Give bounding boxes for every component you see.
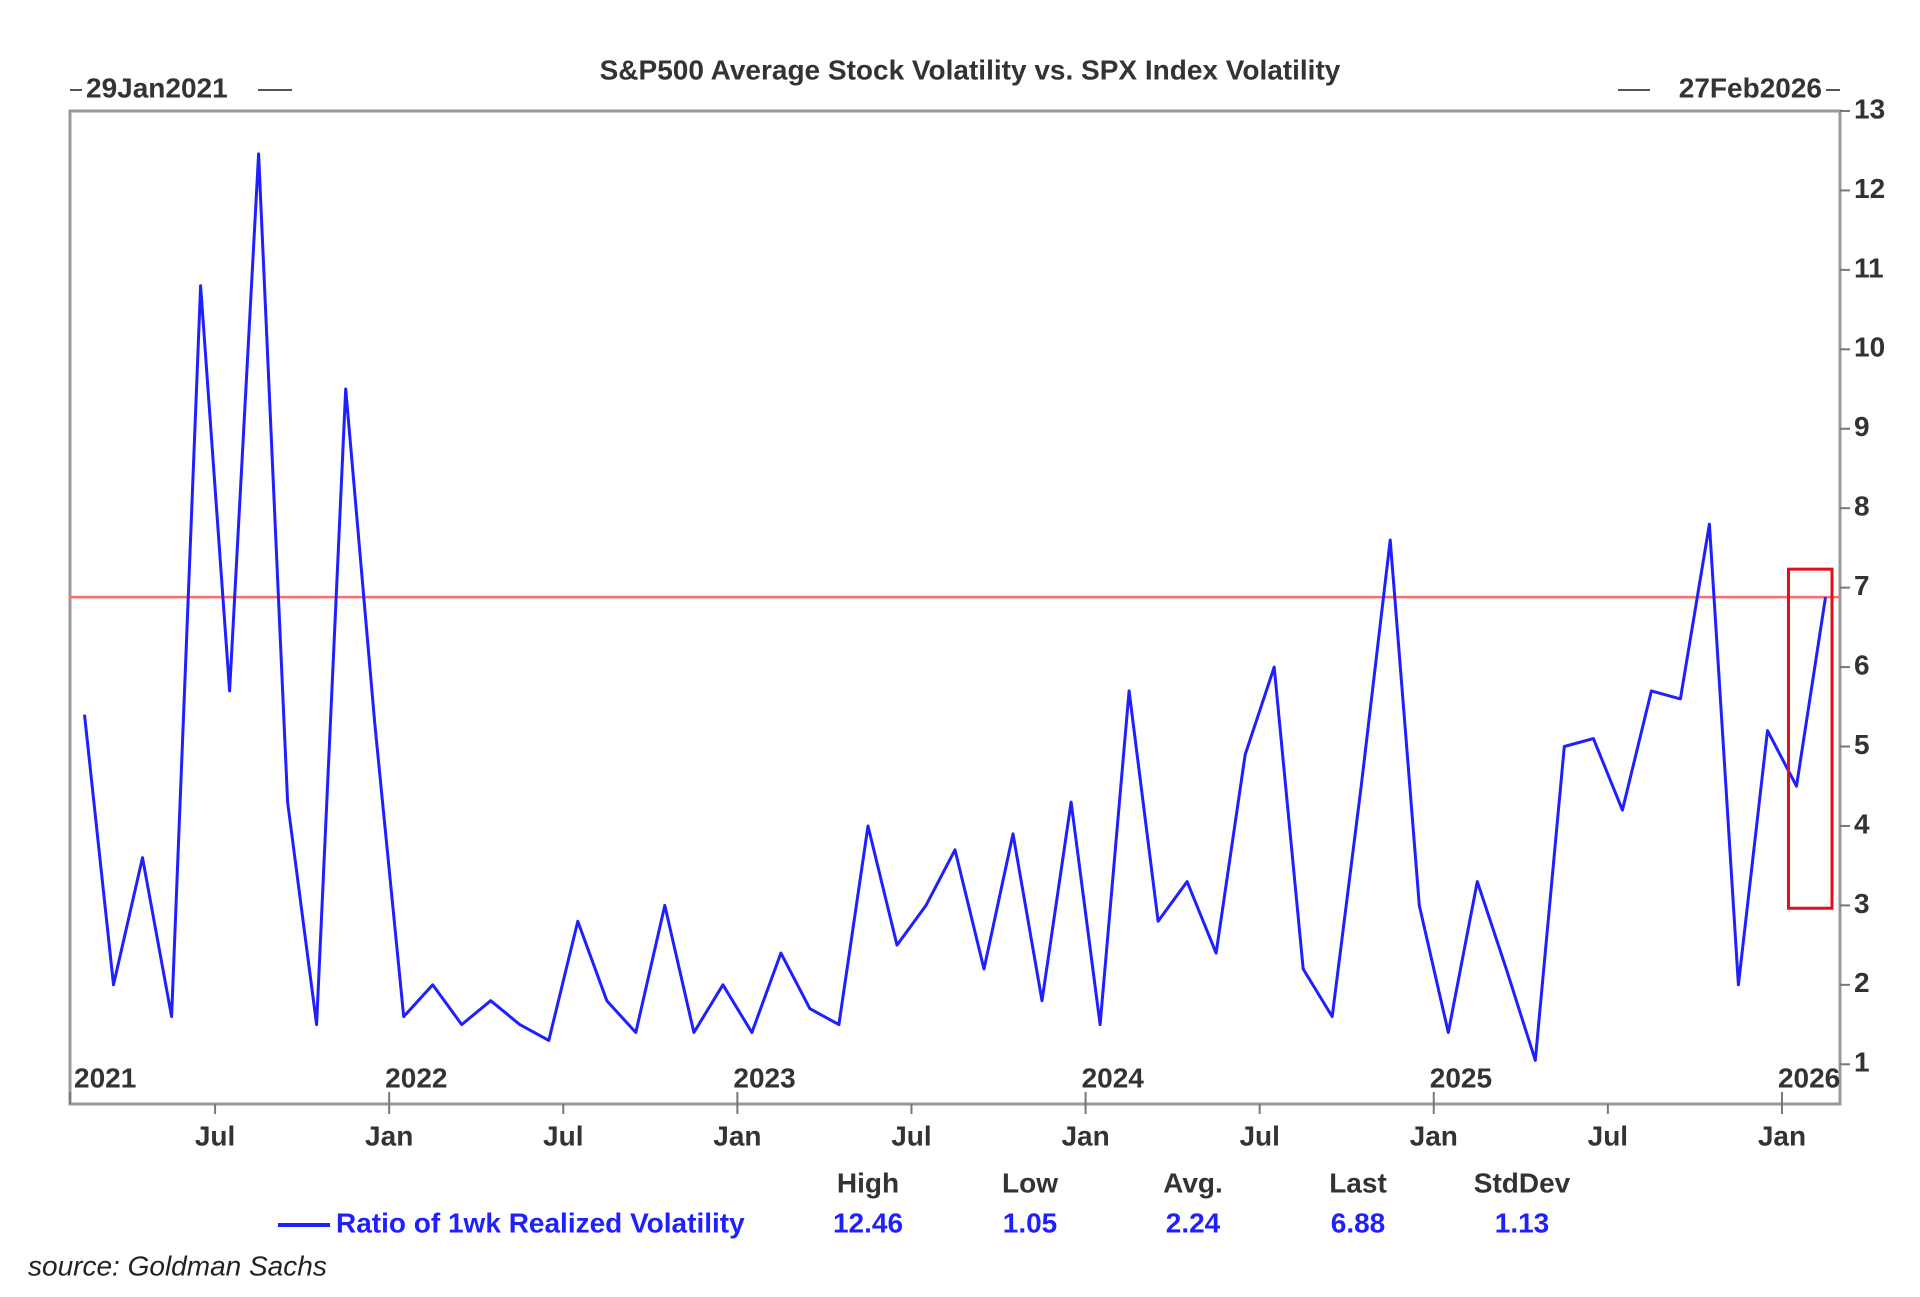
y-tick-label: 2 bbox=[1854, 967, 1870, 998]
stat-header: StdDev bbox=[1474, 1167, 1571, 1198]
y-tick-label: 11 bbox=[1854, 252, 1884, 283]
x-tick-label: Jul bbox=[891, 1120, 931, 1151]
x-tick-label: Jul bbox=[1588, 1120, 1628, 1151]
end-date: 27Feb2026 bbox=[1679, 72, 1822, 103]
y-tick-label: 10 bbox=[1854, 332, 1885, 363]
stat-value: 6.88 bbox=[1331, 1207, 1386, 1238]
year-label: 2025 bbox=[1430, 1062, 1492, 1093]
x-tick-label: Jan bbox=[365, 1120, 413, 1151]
y-tick-label: 5 bbox=[1854, 729, 1870, 760]
y-tick-label: 3 bbox=[1854, 888, 1870, 919]
source-note: source: Goldman Sachs bbox=[28, 1250, 327, 1281]
legend-label: Ratio of 1wk Realized Volatility bbox=[336, 1207, 745, 1238]
year-label: 2026 bbox=[1778, 1062, 1840, 1093]
y-tick-label: 6 bbox=[1854, 649, 1870, 680]
year-label: 2023 bbox=[733, 1062, 795, 1093]
stat-header: Last bbox=[1329, 1167, 1387, 1198]
chart-title: S&P500 Average Stock Volatility vs. SPX … bbox=[600, 54, 1341, 85]
y-tick-label: 13 bbox=[1854, 93, 1885, 124]
x-tick-label: Jul bbox=[1239, 1120, 1279, 1151]
stat-value: 1.13 bbox=[1495, 1207, 1550, 1238]
x-tick-label: Jan bbox=[1410, 1120, 1458, 1151]
y-tick-label: 1 bbox=[1854, 1047, 1870, 1078]
y-tick-label: 7 bbox=[1854, 570, 1870, 601]
x-tick-label: Jan bbox=[713, 1120, 761, 1151]
y-tick-label: 8 bbox=[1854, 491, 1870, 522]
stat-header: Avg. bbox=[1163, 1167, 1223, 1198]
stat-value: 12.46 bbox=[833, 1207, 903, 1238]
stat-header: High bbox=[837, 1167, 899, 1198]
year-label: 2024 bbox=[1082, 1062, 1145, 1093]
stat-value: 1.05 bbox=[1003, 1207, 1058, 1238]
stat-value: 2.24 bbox=[1166, 1207, 1221, 1238]
x-tick-label: Jan bbox=[1758, 1120, 1806, 1151]
year-label: 2021 bbox=[74, 1062, 136, 1093]
start-date: 29Jan2021 bbox=[86, 72, 228, 103]
x-tick-label: Jan bbox=[1061, 1120, 1109, 1151]
y-tick-label: 9 bbox=[1854, 411, 1870, 442]
x-tick-label: Jul bbox=[195, 1120, 235, 1151]
highlight-box bbox=[1786, 567, 1834, 910]
x-tick-label: Jul bbox=[543, 1120, 583, 1151]
plot-frame bbox=[68, 109, 1842, 1106]
year-label: 2022 bbox=[385, 1062, 447, 1093]
y-tick-label: 4 bbox=[1854, 808, 1870, 839]
y-tick-label: 12 bbox=[1854, 173, 1885, 204]
stat-header: Low bbox=[1002, 1167, 1058, 1198]
data-line bbox=[83, 152, 1827, 1062]
